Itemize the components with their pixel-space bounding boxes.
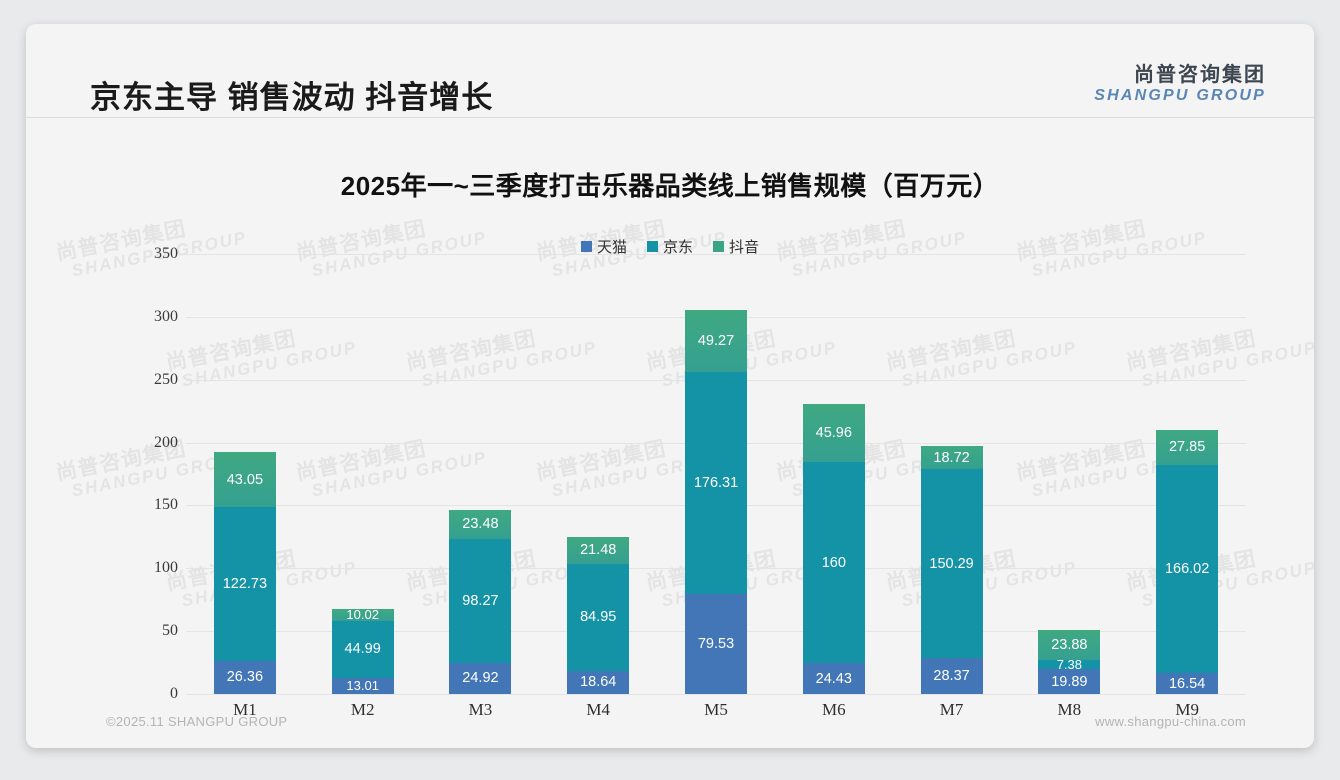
slide-header: 京东主导 销售波动 抖音增长 尚普咨询集团 SHANGPU GROUP — [26, 24, 1314, 118]
bar-segment-douyin[interactable]: 49.27 — [685, 310, 748, 373]
bar-group: 43.05 122.73 26.36 10.02 44.99 13.01 23.48 98.2… — [186, 254, 1246, 694]
legend-swatch-icon — [646, 241, 658, 252]
x-axis-tick-label: M1 — [233, 700, 257, 719]
bar-segment-douyin[interactable]: 23.48 — [449, 509, 512, 540]
bar-segment-douyin[interactable]: 18.72 — [920, 445, 983, 470]
bar-segment-tmall[interactable]: 16.54 — [1156, 673, 1219, 694]
bar-segment-tmall[interactable]: 19.89 — [1038, 669, 1101, 694]
bar-segment-douyin[interactable]: 27.85 — [1156, 429, 1219, 465]
bar-segment-jd[interactable]: 166.02 — [1156, 464, 1219, 674]
y-axis-tick-label: 350 — [154, 245, 178, 262]
bar-slot: 23.88 7.38 19.89 — [1010, 254, 1128, 694]
x-axis-tick-label: M3 — [468, 700, 493, 719]
y-axis-tick-label: 300 — [154, 307, 178, 325]
bar-segment-douyin[interactable]: 23.88 — [1038, 629, 1101, 660]
bar-segment-jd[interactable]: 7.38 — [1038, 658, 1101, 671]
legend-label: 天猫 — [596, 239, 627, 256]
y-axis-tick-label: 200 — [154, 433, 178, 451]
bar-segment-jd[interactable]: 98.27 — [449, 539, 512, 663]
legend-label: 京东 — [662, 239, 693, 256]
x-axis-tick-label: M4 — [586, 700, 611, 719]
legend-item-tmall[interactable]: 天猫 — [580, 236, 627, 257]
y-axis-tick-label: 0 — [170, 685, 178, 702]
stacked-bar[interactable]: 10.02 44.99 13.01 — [331, 608, 394, 694]
chart-plot-area: 350 300 250 200 150 100 50 0 43.05 122.73 26.36 10… — [154, 245, 1246, 702]
x-axis-tick-label: M7 — [939, 700, 964, 719]
gridline — [186, 694, 1246, 695]
bar-slot: 45.96 160 24.43 — [775, 254, 893, 694]
x-axis-tick-label: M6 — [821, 700, 846, 719]
stacked-bar[interactable]: 18.72 150.29 28.37 — [920, 445, 983, 694]
logo-english-text: SHANGPU GROUP — [1094, 87, 1266, 104]
logo-chinese-text: 尚普咨询集团 — [1134, 64, 1266, 86]
bar-segment-tmall[interactable]: 28.37 — [920, 658, 983, 694]
page-title: 京东主导 销售波动 抖音增长 — [90, 80, 494, 115]
slide-card: 京东主导 销售波动 抖音增长 尚普咨询集团 SHANGPU GROUP 2025… — [26, 24, 1314, 748]
stacked-bar[interactable]: 27.85 166.02 16.54 — [1156, 429, 1219, 694]
stacked-bar[interactable]: 23.88 7.38 19.89 — [1038, 629, 1101, 694]
bar-segment-tmall[interactable]: 24.43 — [802, 663, 865, 694]
x-axis-tick-label: M5 — [704, 700, 728, 719]
bar-segment-jd[interactable]: 160 — [802, 462, 865, 664]
y-axis-tick-label: 50 — [162, 622, 178, 640]
bar-slot: 21.48 84.95 18.64 — [539, 254, 657, 694]
x-axis-tick-label: M9 — [1175, 700, 1199, 719]
y-axis-tick-label: 150 — [154, 496, 178, 514]
bar-slot: 10.02 44.99 13.01 — [304, 254, 422, 694]
stacked-bar[interactable]: 43.05 122.73 26.36 — [213, 452, 276, 694]
x-axis-labels: M1 M2 M3 M4 M5 M6 M7 M8 M9 — [186, 700, 1246, 720]
y-axis-tick-label: 100 — [154, 559, 178, 577]
x-axis-tick-label: M8 — [1057, 700, 1082, 719]
bar-slot: 43.05 122.73 26.36 — [186, 254, 304, 694]
stacked-bar[interactable]: 49.27 176.31 79.53 — [685, 310, 748, 694]
bar-segment-jd[interactable]: 176.31 — [685, 372, 748, 595]
stacked-bar[interactable]: 21.48 84.95 18.64 — [567, 536, 630, 694]
slide-footer: ©2025.11 SHANGPU GROUP www.shangpu-china… — [26, 702, 1314, 748]
bar-slot: 49.27 176.31 79.53 — [657, 254, 775, 694]
stacked-bar[interactable]: 23.48 98.27 24.92 — [449, 509, 512, 694]
bar-segment-douyin[interactable]: 45.96 — [802, 404, 865, 463]
bar-segment-douyin[interactable]: 43.05 — [213, 452, 276, 507]
legend-label: 抖音 — [729, 239, 760, 256]
brand-logo: 尚普咨询集团 SHANGPU GROUP — [1094, 64, 1266, 105]
bar-segment-tmall[interactable]: 26.36 — [213, 660, 276, 694]
bar-slot: 18.72 150.29 28.37 — [893, 254, 1011, 694]
legend-item-jd[interactable]: 京东 — [646, 236, 693, 257]
chart-title: 2025年一~三季度打击乐器品类线上销售规模（百万元） — [340, 171, 1000, 201]
bar-segment-tmall[interactable]: 24.92 — [449, 662, 512, 694]
legend-swatch-icon — [580, 241, 592, 252]
bar-segment-tmall[interactable]: 79.53 — [685, 594, 748, 694]
bar-segment-douyin[interactable]: 21.48 — [567, 536, 630, 564]
footer-website: www.shangpu-china.com — [1095, 714, 1246, 729]
legend-swatch-icon — [713, 241, 724, 252]
gridline — [186, 254, 1246, 255]
x-axis-tick-label: M2 — [350, 700, 375, 719]
bar-segment-douyin[interactable]: 10.02 — [331, 608, 394, 622]
footer-copyright: ©2025.11 SHANGPU GROUP — [106, 714, 288, 729]
bar-segment-jd[interactable]: 150.29 — [920, 469, 983, 659]
bar-segment-jd[interactable]: 84.95 — [567, 563, 630, 671]
chart-legend: 天猫 京东 抖音 — [26, 236, 1314, 257]
legend-item-douyin[interactable]: 抖音 — [713, 236, 759, 257]
bar-segment-jd[interactable]: 122.73 — [213, 506, 276, 661]
bar-slot: 27.85 166.02 16.54 — [1128, 254, 1246, 694]
bar-segment-tmall[interactable]: 13.01 — [331, 677, 394, 694]
y-axis-tick-label: 250 — [154, 370, 178, 388]
bar-segment-tmall[interactable]: 18.64 — [567, 670, 630, 694]
stacked-bar[interactable]: 45.96 160 24.43 — [802, 404, 865, 694]
bar-slot: 23.48 98.27 24.92 — [422, 254, 540, 694]
bar-segment-jd[interactable]: 44.99 — [331, 621, 394, 678]
